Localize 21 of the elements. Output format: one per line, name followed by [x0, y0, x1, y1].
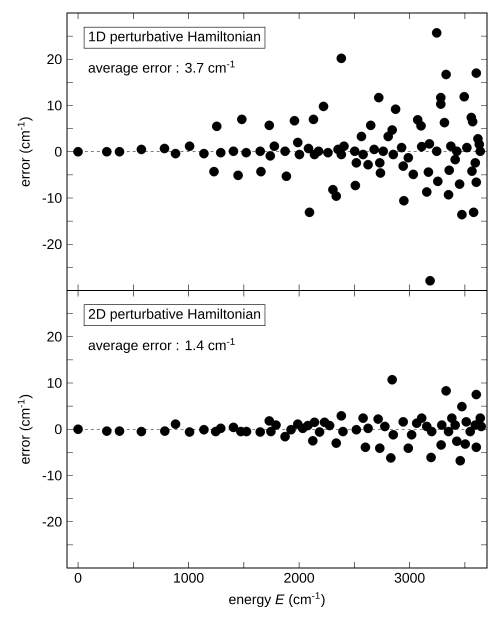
y-tick-label: 20 [47, 332, 62, 342]
y-tick-label: 10 [48, 378, 62, 388]
y-axis-title: error (cm$^{-1}$) [18, 394, 32, 464]
y-tick-label: -10 [42, 470, 62, 480]
y-tick-label: 0 [54, 146, 62, 157]
y-tick-label: 10 [48, 100, 62, 110]
text: 1D perturbative Hamiltonian [89, 31, 260, 44]
x-tick-label: 1000 [174, 572, 204, 583]
y-axis-title: error (cm$^{-1}$) [18, 117, 32, 186]
x-tick-label: 0 [74, 572, 82, 583]
annotation: average error : 3.7 cm$^{-1}$ [88, 60, 235, 76]
y-tick-label: -20 [42, 239, 62, 250]
x-axis-title: energy E (cm$^{-1}$) [229, 592, 325, 608]
text: 2D perturbative Hamiltonian [88, 308, 260, 322]
y-tick-label: 20 [47, 54, 62, 64]
x-tick-label: 3000 [394, 572, 425, 583]
y-tick-label: -10 [42, 193, 62, 203]
annotation: average error : 1.4 cm$^{-1}$ [88, 338, 235, 353]
y-tick-label: 0 [54, 424, 62, 434]
x-tick-label: 2000 [284, 572, 314, 583]
y-tick-label: -20 [42, 516, 62, 527]
